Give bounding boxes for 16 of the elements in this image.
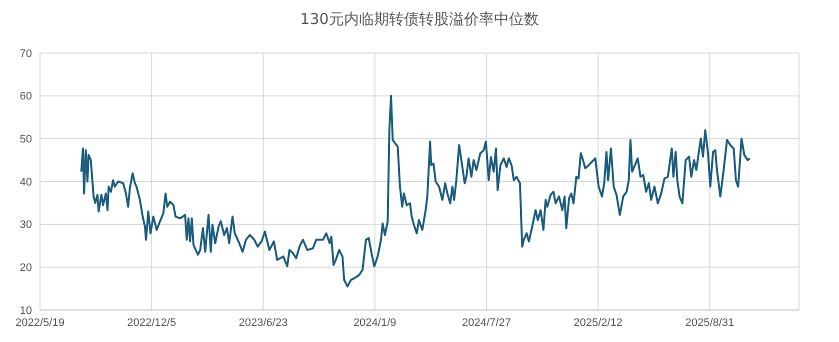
y-tick-label: 70	[20, 48, 32, 60]
x-tick-label: 2022/5/19	[16, 316, 64, 329]
x-tick-label: 2022/12/5	[127, 316, 176, 329]
y-tick-label: 40	[20, 176, 32, 188]
y-tick-label: 10	[20, 304, 32, 317]
y-tick-label: 30	[20, 219, 32, 232]
line-series	[80, 94, 751, 288]
y-tick-label: 60	[20, 90, 32, 103]
y-tick-label: 50	[20, 134, 32, 146]
x-tick-label: 2023/6/23	[238, 316, 288, 329]
x-tick-label: 2025/8/31	[685, 316, 734, 329]
x-tick-label: 2025/2/12	[574, 316, 623, 329]
chart-title: 130元内临期转债转股溢价率中位数	[299, 10, 540, 29]
x-tick-label: 2024/7/27	[462, 316, 511, 329]
y-tick-label: 20	[20, 262, 32, 274]
x-tick-label: 2024/1/9	[353, 316, 396, 329]
